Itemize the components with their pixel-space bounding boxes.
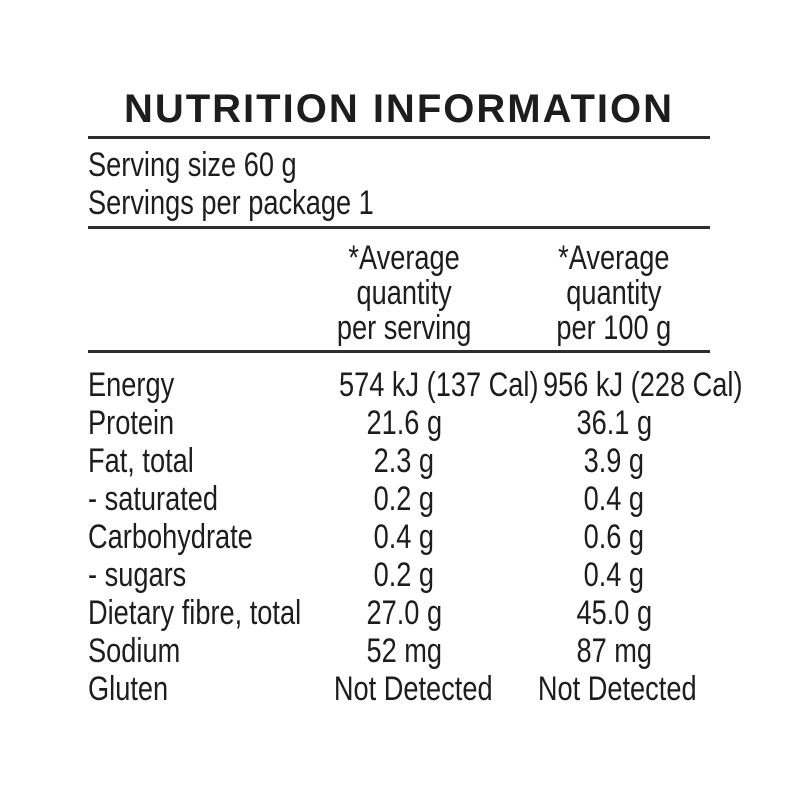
table-row: Protein 21.6 g 36.1 g bbox=[88, 404, 710, 442]
value-per-100g: 36.1 g bbox=[576, 404, 652, 442]
value-per-serving: 0.4 g bbox=[373, 518, 435, 556]
column-header-per-serving-text: *Average quantity per serving bbox=[336, 239, 472, 347]
serving-size-text: Serving size 60 g bbox=[88, 146, 297, 184]
row-label-sugars: - sugars bbox=[88, 556, 187, 594]
value-per-serving: 0.2 g bbox=[373, 480, 435, 518]
value-per-serving: Not Detected bbox=[333, 670, 493, 708]
value-per-100g: 0.4 g bbox=[583, 556, 645, 594]
table-row: - sugars 0.2 g 0.4 g bbox=[88, 556, 710, 594]
value-per-serving: 574 kJ (137 Cal) bbox=[338, 366, 539, 404]
table-row: Carbohydrate 0.4 g 0.6 g bbox=[88, 518, 710, 556]
table-row: Sodium 52 mg 87 mg bbox=[88, 632, 710, 670]
table-row: Energy 574 kJ (137 Cal) 956 kJ (228 Cal) bbox=[88, 366, 743, 404]
row-label-saturated: - saturated bbox=[88, 480, 219, 518]
value-per-serving: 0.2 g bbox=[373, 556, 435, 594]
divider-top bbox=[88, 136, 710, 139]
table-row: Gluten Not Detected Not Detected bbox=[88, 670, 710, 708]
row-label-carbohydrate: Carbohydrate bbox=[88, 518, 253, 556]
column-headers: *Average quantity per serving *Average q… bbox=[88, 241, 710, 346]
row-label-protein: Protein bbox=[88, 404, 175, 442]
divider-serving bbox=[88, 226, 710, 229]
row-label-dietary-fibre: Dietary fibre, total bbox=[88, 594, 302, 632]
table-row: Dietary fibre, total 27.0 g 45.0 g bbox=[88, 594, 710, 632]
value-per-serving: 21.6 g bbox=[366, 404, 442, 442]
value-per-100g: 87 mg bbox=[576, 632, 652, 670]
value-per-100g: 3.9 g bbox=[583, 442, 645, 480]
value-per-100g: 45.0 g bbox=[576, 594, 652, 632]
column-header-per-100g-text: *Average quantity per 100 g bbox=[556, 239, 672, 347]
row-label-fat-total: Fat, total bbox=[88, 442, 194, 480]
value-per-100g: 0.4 g bbox=[583, 480, 645, 518]
value-per-serving: 52 mg bbox=[366, 632, 442, 670]
serving-size-line: Serving size 60 g bbox=[88, 146, 710, 184]
nutrition-table: Energy 574 kJ (137 Cal) 956 kJ (228 Cal)… bbox=[88, 366, 743, 708]
value-per-100g: Not Detected bbox=[537, 670, 697, 708]
value-per-100g: 0.6 g bbox=[583, 518, 645, 556]
serving-info: Serving size 60 g Servings per package 1 bbox=[88, 146, 710, 222]
panel-title: NUTRITION INFORMATION bbox=[123, 87, 675, 131]
column-header-per-serving: *Average quantity per serving bbox=[314, 241, 494, 346]
servings-per-package-text: Servings per package 1 bbox=[88, 184, 374, 222]
nutrition-panel: NUTRITION INFORMATION Serving size 60 g … bbox=[88, 87, 743, 708]
value-per-serving: 2.3 g bbox=[373, 442, 435, 480]
row-label-gluten: Gluten bbox=[88, 670, 169, 708]
table-row: - saturated 0.2 g 0.4 g bbox=[88, 480, 710, 518]
value-per-100g: 956 kJ (228 Cal) bbox=[542, 366, 743, 404]
divider-header bbox=[88, 350, 710, 353]
table-row: Fat, total 2.3 g 3.9 g bbox=[88, 442, 710, 480]
row-label-sodium: Sodium bbox=[88, 632, 181, 670]
servings-per-package-line: Servings per package 1 bbox=[88, 184, 710, 222]
column-header-per-100g: *Average quantity per 100 g bbox=[494, 241, 710, 346]
row-label-energy: Energy bbox=[88, 366, 175, 404]
value-per-serving: 27.0 g bbox=[366, 594, 442, 632]
